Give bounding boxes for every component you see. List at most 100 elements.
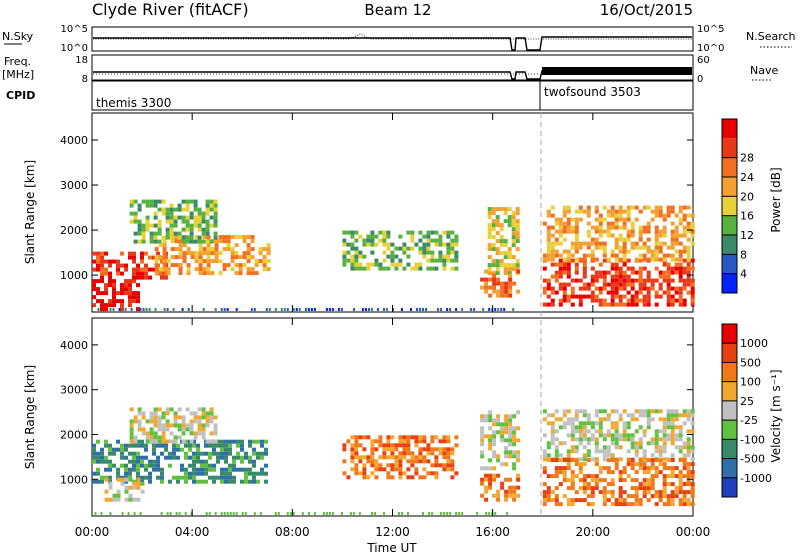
range-cell [682,229,687,234]
range-cell [614,445,619,450]
range-cell [658,282,663,287]
range-cell [346,258,351,263]
range-cell [658,205,663,210]
range-cell [92,459,96,464]
range-cell [566,421,571,426]
range-cell [646,298,651,303]
range-cell [141,427,146,432]
range-cell [116,263,120,268]
range-cell [108,275,112,280]
ground-scatter-cell [301,512,304,515]
ground-scatter-cell [298,308,301,311]
range-cell [487,267,492,272]
range-cell [173,439,178,444]
range-cell [598,425,603,430]
range-cell [136,485,141,490]
range-cell [610,262,615,267]
range-cell [172,455,176,460]
range-cell [168,479,172,484]
range-cell [606,290,611,295]
range-cell [622,466,627,471]
range-cell [495,219,500,224]
range-cell [630,205,635,210]
colorbar-swatch [722,324,737,344]
ground-scatter-cell [331,512,334,515]
range-cell [362,266,367,271]
range-cell [495,207,500,212]
range-cell [606,433,611,438]
range-cell [666,290,671,295]
range-cell [558,233,563,238]
range-cell [414,455,419,460]
range-cell [100,255,104,260]
range-cell [206,263,211,268]
ground-scatter-cell [127,512,130,515]
range-cell [598,274,603,279]
range-cell [686,274,691,279]
ground-scatter-cell [494,512,497,515]
range-cell [157,207,162,212]
range-cell [550,425,555,430]
range-cell [224,455,228,460]
range-cell [570,482,575,487]
range-cell [410,234,415,239]
range-cell [516,289,521,294]
range-cell [638,282,643,287]
range-cell [678,249,683,254]
range-cell [508,450,513,455]
range-cell [212,479,216,484]
range-cell [662,421,667,426]
range-cell [144,475,148,480]
colorbar-swatch [722,477,737,497]
range-cell [507,255,512,260]
range-cell [570,458,575,463]
range-cell [390,467,395,472]
range-cell [112,497,117,502]
range-cell [594,462,599,467]
range-cell [177,215,182,220]
range-cell [488,473,493,478]
range-cell [366,435,371,440]
range-cell [426,451,431,456]
range-cell [634,478,639,483]
range-cell [492,434,497,439]
range-cell [658,490,663,495]
range-cell [129,423,134,428]
range-cell [145,435,150,440]
range-cell [128,287,132,292]
range-cell [256,451,260,456]
range-cell [426,443,431,448]
range-cell [602,258,607,263]
range-cell [606,490,611,495]
range-cell [487,215,492,220]
range-cell [176,479,180,484]
range-cell [622,257,627,262]
range-cell [610,494,615,499]
range-cell [484,434,489,439]
range-cell [658,453,663,458]
range-cell [136,443,140,448]
range-cell [370,234,375,239]
range-cell [690,502,695,507]
range-cell [374,463,379,468]
range-cell [366,455,371,460]
range-cell [350,246,355,251]
range-cell [354,451,359,456]
nsky-tick-bottom: 10^0 [61,43,88,54]
range-cell [446,467,451,472]
range-cell [224,451,228,456]
range-cell [574,449,579,454]
cpid-panel: CPID themis 3300 twofsound 3503 [6,80,694,111]
range-cell [499,243,504,248]
range-cell [205,239,210,244]
range-cell [487,223,492,228]
range-cell [190,255,195,260]
range-cell [507,207,512,212]
range-cell [205,227,210,232]
ground-scatter-cell [154,308,157,311]
range-cell [546,494,551,499]
range-cell [674,270,679,275]
y-tick-label: 2000 [60,224,88,237]
ground-scatter-cell [461,308,464,311]
